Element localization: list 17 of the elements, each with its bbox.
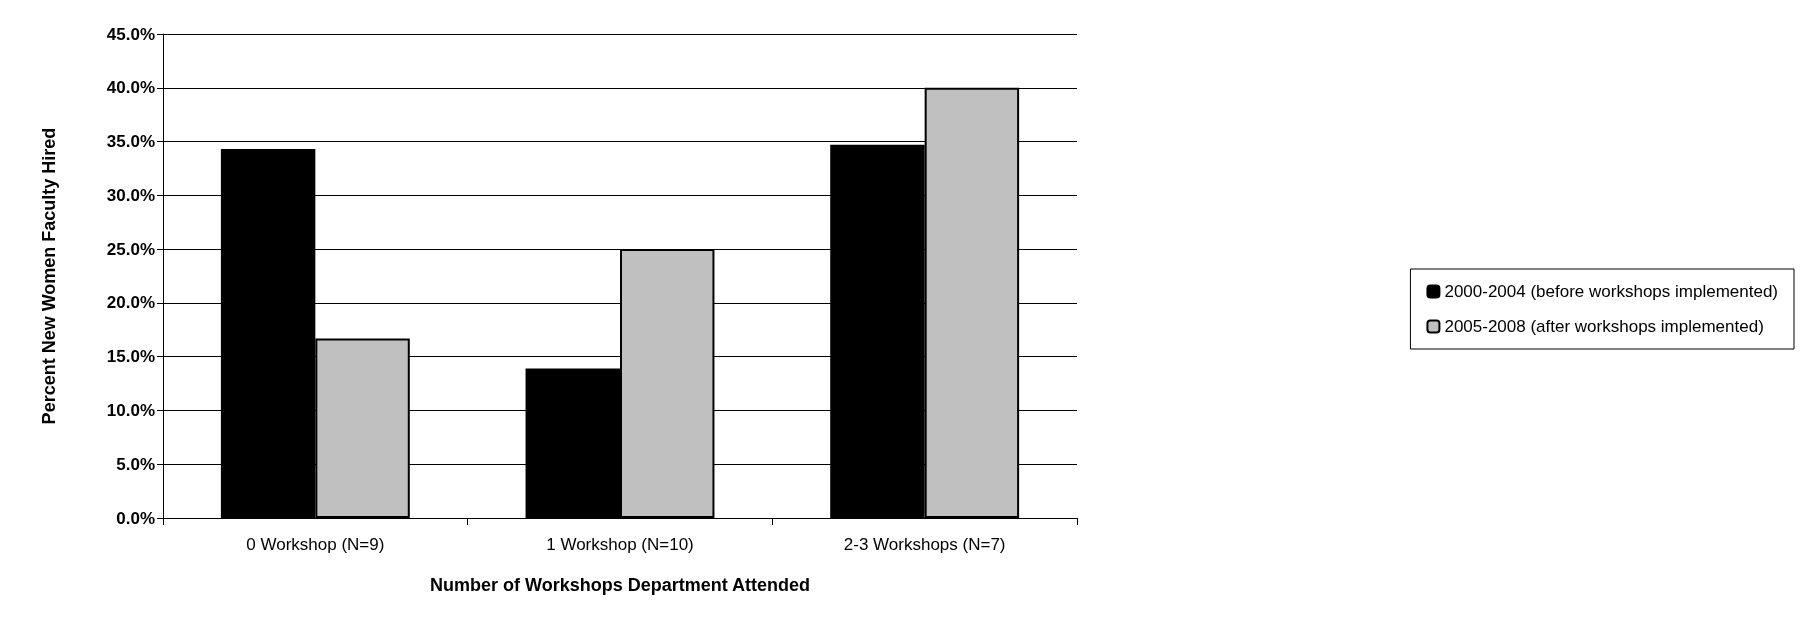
y-tick-label: 20.0% (106, 293, 155, 313)
y-axis-title: Percent New Women Faculty Hired (39, 127, 59, 425)
x-tick-label: 2-3 Workshops (N=7) (843, 535, 1006, 554)
legend-label: 2000-2004 (before workshops implemented) (1444, 282, 1778, 301)
y-tick-label: 35.0% (106, 132, 155, 152)
x-tick-label: 0 Workshop (N=9) (246, 535, 385, 554)
y-tick-label: 25.0% (106, 239, 155, 259)
x-tick-label: 1 Workshop (N=10) (546, 535, 694, 554)
legend-label: 2005-2008 (after workshops implemented) (1444, 317, 1764, 336)
y-tick-label: 10.0% (106, 400, 155, 420)
y-tick-label: 15.0% (106, 347, 155, 367)
y-tick-label: 40.0% (106, 78, 155, 98)
x-axis-title: Number of Workshops Department Attended (429, 575, 811, 595)
y-tick-label: 45.0% (106, 24, 155, 44)
y-tick-label: 0.0% (116, 508, 155, 528)
y-tick-label: 30.0% (106, 185, 155, 205)
y-tick-label: 5.0% (116, 454, 155, 474)
